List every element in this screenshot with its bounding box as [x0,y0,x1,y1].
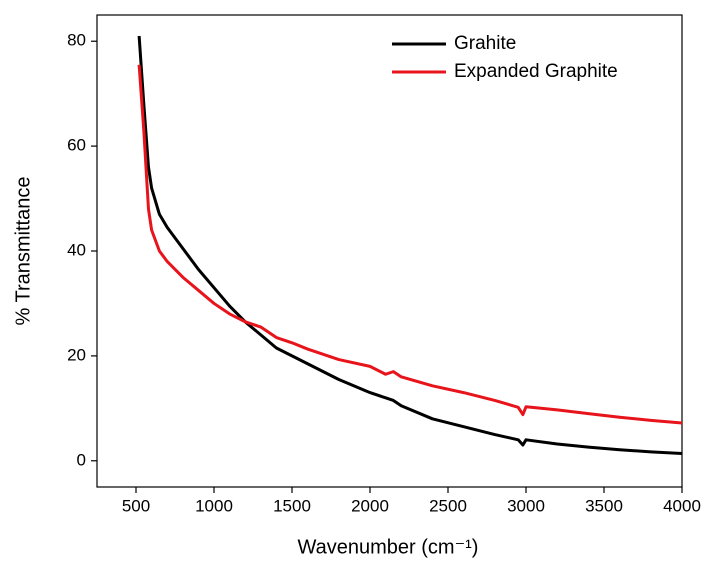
legend-text: Expanded Graphite [454,61,618,82]
x-axis-title: Wavenumber (cm⁻¹) [298,536,479,558]
y-axis-title: % Transmittance [12,177,34,326]
y-tick-label: 20 [67,345,86,364]
x-tick-label: 500 [122,496,150,515]
x-tick-label: 3000 [507,496,545,515]
x-tick-label: 2000 [351,496,389,515]
y-tick-label: 60 [67,136,86,155]
y-tick-label: 80 [67,31,86,50]
legend-text: Grahite [454,33,516,54]
series-line [137,64,683,425]
x-tick-label: 3500 [585,496,623,515]
x-tick-label: 1500 [273,496,311,515]
y-tick-label: 40 [67,240,86,259]
x-tick-label: 1000 [195,496,233,515]
x-tick-label: 4000 [663,496,701,515]
y-tick-label: 0 [77,450,86,469]
series-line [137,35,683,455]
x-tick-label: 2500 [429,496,467,515]
